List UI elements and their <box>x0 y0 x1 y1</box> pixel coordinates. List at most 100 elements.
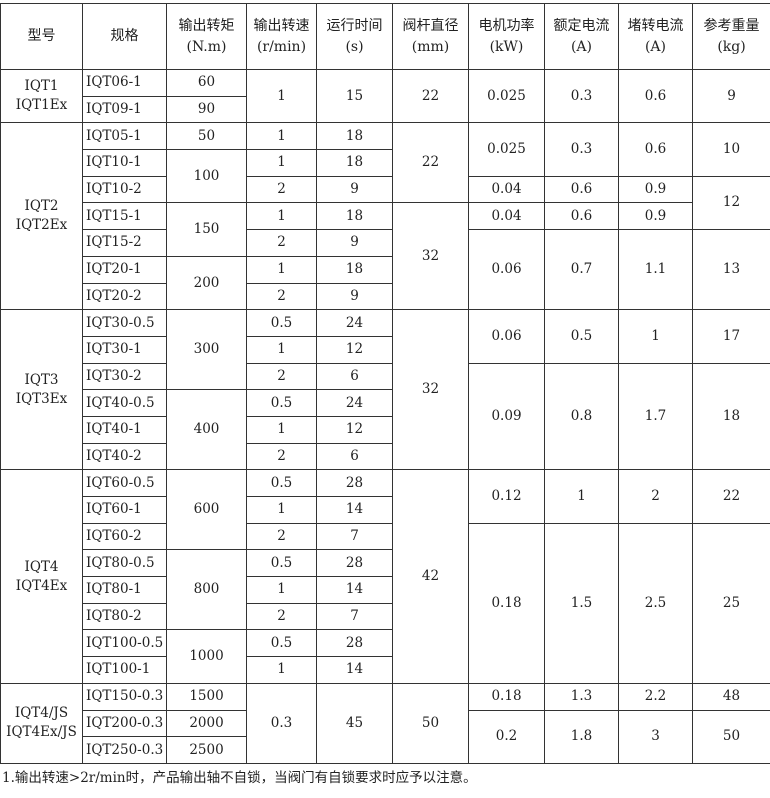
table-row: IQT250-0.3 2500 <box>1 736 770 764</box>
footnote: 1.输出转速>2r/min时，产品输出轴不自锁，当阀门有自锁要求时应予以注意。 <box>2 770 477 786</box>
cell-run-time: 24 <box>316 389 393 417</box>
cell-motor-power: 0.06 <box>468 309 545 364</box>
cell-stall-current: 1 <box>618 309 693 364</box>
cell-speed: 2 <box>246 602 317 631</box>
cell-spec: IQT150-0.3 <box>82 682 167 711</box>
cell-stall-current: 1.7 <box>618 362 693 471</box>
header-stem-diameter: 阀杆直径 (mm) <box>392 3 469 70</box>
cell-weight: 10 <box>692 122 770 177</box>
cell-stem-diameter: 42 <box>392 469 469 684</box>
table-row: IQT40-1 1 12 <box>1 415 770 444</box>
table-row: IQT09-1 90 <box>1 95 770 124</box>
cell-spec: IQT80-2 <box>82 602 167 631</box>
header-stall-current: 堵转电流 (A) <box>618 3 693 70</box>
cell-speed: 0.5 <box>246 629 317 658</box>
table-row: IQT40-2 2 6 <box>1 442 770 471</box>
cell-spec: IQT10-1 <box>82 149 167 177</box>
cell-torque: 200 <box>166 255 247 311</box>
cell-run-time: 28 <box>316 549 393 578</box>
cell-rated-current: 0.8 <box>544 362 619 471</box>
cell-rated-current: 1.5 <box>544 522 619 684</box>
header-speed: 输出转速 (r/min) <box>246 3 317 70</box>
header-model: 型号 <box>0 3 83 70</box>
cell-spec: IQT60-1 <box>82 496 167 524</box>
table-row: IQT40-0.5 400 0.5 24 <box>1 389 770 471</box>
table-row: IQT100-1 1 14 <box>1 656 770 684</box>
cell-motor-power: 0.12 <box>468 469 545 524</box>
cell-stall-current: 2.2 <box>618 682 693 711</box>
cell-speed: 2 <box>246 442 317 471</box>
cell-spec: IQT06-1 <box>82 69 167 97</box>
cell-stall-current: 2.5 <box>618 522 693 684</box>
cell-weight: 22 <box>692 469 770 524</box>
cell-run-time: 12 <box>316 415 393 444</box>
cell-torque: 150 <box>166 202 247 257</box>
cell-torque: 1500 <box>166 682 247 711</box>
cell-rated-current: 0.6 <box>544 175 619 204</box>
table-row: IQT60-1 1 14 <box>1 496 770 524</box>
cell-spec: IQT09-1 <box>82 95 167 124</box>
table-row: IQT3 IQT3Ex IQT30-0.5 300 0.5 24 32 0.06 0.5 1 17 <box>0 309 770 471</box>
cell-speed: 1 <box>246 496 317 524</box>
cell-weight: 12 <box>692 175 770 231</box>
table-row: IQT2 IQT2Ex IQT05-1 50 1 18 22 0.025 0.3 0.6 10 <box>0 122 770 311</box>
cell-rated-current: 0.3 <box>544 122 619 177</box>
cell-rated-current: 1.3 <box>544 682 619 711</box>
table-row: IQT1 IQT1Ex IQT06-1 60 1 15 22 0.025 0.3 0.6 9 <box>0 68 770 124</box>
table-row: IQT10-2 2 9 0.04 0.6 0.9 12 <box>1 175 770 231</box>
cell-run-time: 7 <box>316 522 393 551</box>
table-row: IQT200-0.3 2000 0.2 1.8 3 50 <box>1 709 770 764</box>
table-row: IQT15-1 150 1 18 32 0.04 0.6 0.9 <box>1 202 770 311</box>
cell-torque: 1000 <box>166 629 247 684</box>
table-row: IQT80-0.5 800 0.5 28 <box>1 549 770 631</box>
table-row: IQT60-2 2 7 0.18 1.5 2.5 25 <box>1 522 770 684</box>
cell-torque: 100 <box>166 149 247 204</box>
cell-weight: 13 <box>692 229 770 311</box>
cell-run-time: 24 <box>316 309 393 337</box>
cell-stall-current: 3 <box>618 709 693 764</box>
cell-motor-power: 0.025 <box>468 122 545 177</box>
header-row: 型号 规格 输出转矩 (N.m) 输出转速 (r/min) 运行时间 (s) 阀杆直径 (… <box>0 3 770 70</box>
cell-speed: 2 <box>246 522 317 551</box>
cell-run-time: 18 <box>316 149 393 177</box>
header-rated-current: 额定电流 (A) <box>544 3 619 70</box>
cell-spec: IQT30-0.5 <box>82 309 167 337</box>
cell-weight: 25 <box>692 522 770 684</box>
cell-torque: 300 <box>166 309 247 391</box>
cell-spec: IQT100-1 <box>82 656 167 684</box>
cell-run-time: 14 <box>316 656 393 684</box>
cell-stall-current: 0.6 <box>618 68 693 124</box>
cell-run-time: 15 <box>316 68 393 124</box>
table-row: IQT15-2 2 9 0.06 0.7 1.1 13 <box>1 229 770 311</box>
cell-stem-diameter: 50 <box>392 682 469 764</box>
cell-spec: IQT15-2 <box>82 229 167 257</box>
cell-speed: 1 <box>246 149 317 177</box>
cell-weight: 17 <box>692 309 770 364</box>
cell-run-time: 14 <box>316 496 393 524</box>
cell-run-time: 7 <box>316 602 393 631</box>
cell-torque: 60 <box>166 69 247 97</box>
cell-model: IQT4/JS IQT4Ex/JS <box>0 682 83 764</box>
cell-motor-power: 0.04 <box>468 202 545 231</box>
header-torque: 输出转矩 (N.m) <box>166 3 247 70</box>
cell-rated-current: 0.5 <box>544 309 619 364</box>
cell-weight: 9 <box>692 68 770 124</box>
cell-stall-current: 2 <box>618 469 693 524</box>
cell-stem-diameter: 32 <box>392 202 469 311</box>
cell-weight: 50 <box>692 709 770 764</box>
table-row: IQT30-2 2 6 0.09 0.8 1.7 18 <box>1 362 770 471</box>
cell-run-time: 45 <box>316 682 393 764</box>
cell-model: IQT2 IQT2Ex <box>0 122 83 311</box>
header-run-time: 运行时间 (s) <box>316 3 393 70</box>
cell-stem-diameter: 22 <box>392 68 469 124</box>
cell-run-time: 6 <box>316 362 393 391</box>
cell-spec: IQT40-1 <box>82 415 167 444</box>
cell-spec: IQT200-0.3 <box>82 709 167 738</box>
cell-weight: 48 <box>692 682 770 711</box>
cell-spec: IQT30-2 <box>82 362 167 391</box>
cell-rated-current: 1.8 <box>544 709 619 764</box>
cell-speed: 1 <box>246 255 317 284</box>
cell-stall-current: 0.9 <box>618 175 693 204</box>
cell-motor-power: 0.2 <box>468 709 545 764</box>
cell-run-time: 6 <box>316 442 393 471</box>
